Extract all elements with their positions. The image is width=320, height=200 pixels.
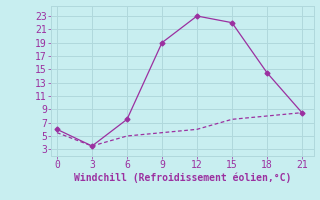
X-axis label: Windchill (Refroidissement éolien,°C): Windchill (Refroidissement éolien,°C) bbox=[74, 173, 291, 183]
